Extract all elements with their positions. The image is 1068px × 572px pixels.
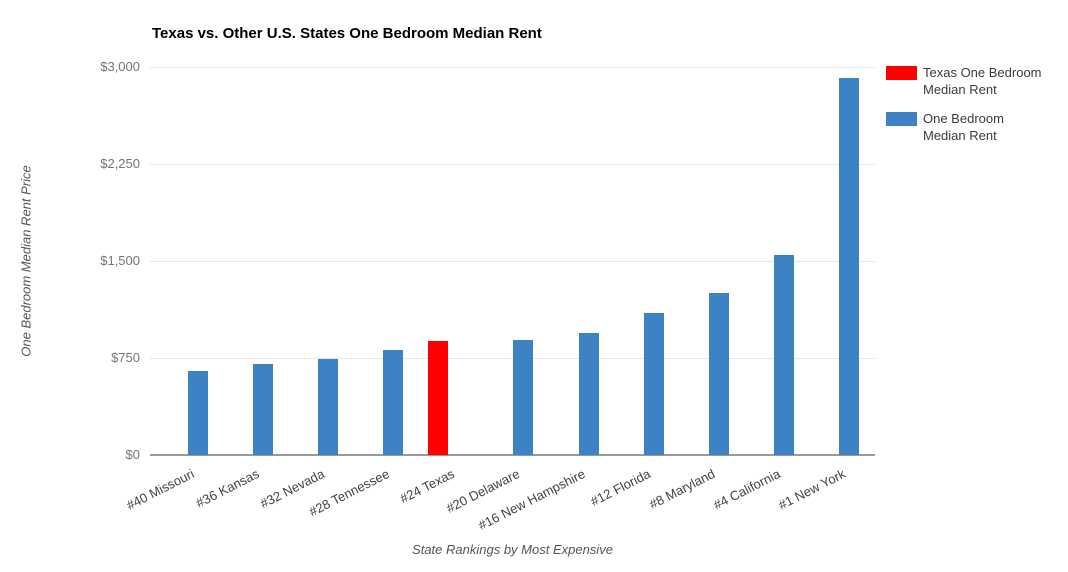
x-tick-label-4-california: #4 California [710,466,783,513]
y-tick-label: $0 [125,447,140,462]
bar-1-new-york [839,78,860,455]
legend-item-one-bedroom-median-rent: One Bedroom Median Rent [886,110,1042,144]
gridline [150,358,875,359]
bar-16-new-hampshire [578,333,599,455]
x-tick-label-40-missouri: #40 Missouri [124,466,197,513]
bar-20-delaware [513,339,534,455]
legend-swatch-one-bedroom-median-rent [886,112,917,126]
y-tick-label: $1,500 [100,253,140,268]
bar-40-missouri [187,370,208,455]
bar-28-tennessee [383,350,404,455]
legend: Texas One Bedroom Median Rent One Bedroom M… [886,64,1042,144]
gridline [150,67,875,68]
legend-label-texas-one-bedroom-median-rent: Texas One Bedroom Median Rent [923,65,1042,97]
x-tick-label-1-new-york: #1 New York [776,466,848,513]
x-axis-title: State Rankings by Most Expensive [412,542,613,557]
x-tick-label-12-florida: #12 Florida [587,466,653,509]
bar-12-florida [643,313,664,455]
bar-8-maryland [708,292,729,455]
legend-swatch-texas-one-bedroom-median-rent [886,66,917,80]
bar-32-nevada [317,358,338,455]
x-tick-label-36-kansas: #36 Kansas [193,466,262,511]
y-tick-label: $2,250 [100,156,140,171]
gridline [150,261,875,262]
bar-36-kansas [252,364,273,455]
x-axis-line [150,454,875,456]
y-tick-label: $750 [111,350,140,365]
bar-4-california [774,254,794,455]
legend-item-texas-one-bedroom-median-rent: Texas One Bedroom Median Rent [886,64,1042,98]
plot-area [150,67,875,456]
x-tick-label-16-new-hampshire: #16 New Hampshire [475,466,588,533]
gridline [150,164,875,165]
chart-title: Texas vs. Other U.S. States One Bedroom … [152,25,542,42]
y-tick-label: $3,000 [100,59,140,74]
bar-24-texas [428,341,449,455]
x-tick-label-8-maryland: #8 Maryland [647,466,718,512]
legend-label-one-bedroom-median-rent: One Bedroom Median Rent [923,111,1004,143]
